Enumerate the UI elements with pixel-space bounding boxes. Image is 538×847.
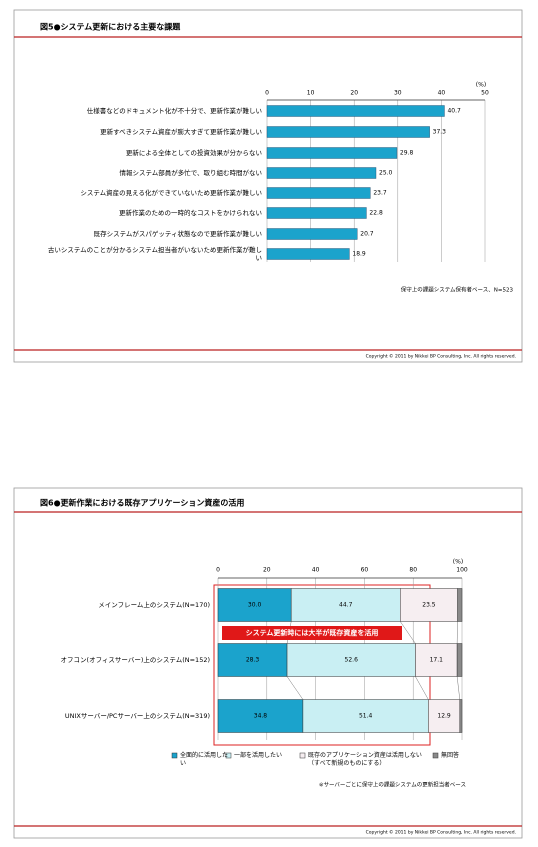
category-label: 更新作業のための一時的なコストをかけられない xyxy=(119,209,262,217)
legend-label: 既存のアプリケーション資産は活用しない（すべて新規のものにする） xyxy=(308,752,422,767)
connector-line xyxy=(415,676,429,700)
bar-segment xyxy=(302,699,429,733)
bar-segment xyxy=(217,643,288,677)
connector-line xyxy=(400,621,416,644)
annotation-box xyxy=(222,626,402,640)
chart-title: 図5●システム更新における主要な課題 xyxy=(40,22,181,32)
bar xyxy=(266,167,377,179)
x-tick-label: 40 xyxy=(438,90,446,97)
note: ※サーバーごとに保守上の課題システムの更新担当者ベース xyxy=(319,781,466,789)
value-label: 23.5 xyxy=(422,602,436,609)
bar-segment xyxy=(428,699,461,733)
value-label: 29.8 xyxy=(400,150,414,157)
x-tick-label: 20 xyxy=(350,90,358,97)
x-tick-label: 0 xyxy=(216,567,220,574)
value-label: 30.0 xyxy=(248,602,262,609)
copyright: Copyright © 2011 by Nikkei BP Consulting… xyxy=(366,353,516,360)
unit-label: (%) xyxy=(453,559,463,566)
x-tick-label: 50 xyxy=(481,90,489,97)
connector-line xyxy=(456,676,461,700)
bar xyxy=(266,147,398,159)
value-label: 28.3 xyxy=(246,657,260,664)
bar-segment xyxy=(456,643,463,677)
legend-label: 全面的に活用したい xyxy=(180,752,229,767)
chart-title: 図6●更新作業における既存アプリケーション資産の活用 xyxy=(40,498,244,508)
copyright: Copyright © 2011 by Nikkei BP Consulting… xyxy=(366,829,516,836)
category-label: 古いシステムのことが分かるシステム担当者がいないため更新作業が難しい xyxy=(47,246,262,262)
x-tick-label: 30 xyxy=(394,90,402,97)
x-tick-label: 10 xyxy=(307,90,315,97)
note: 保守上の課題システム保有者ベース、N=523 xyxy=(401,286,514,294)
x-tick-label: 80 xyxy=(409,567,417,574)
bar-segment xyxy=(290,588,401,622)
bar-segment xyxy=(217,588,292,622)
bar-segment xyxy=(217,699,304,733)
category-label: システム資産の見える化ができていないため更新作業が難しい xyxy=(80,189,262,197)
value-label: 25.0 xyxy=(379,170,393,177)
category-label: 更新による全体としての投資効果が分からない xyxy=(125,149,262,157)
value-label: 34.8 xyxy=(254,713,268,720)
bar xyxy=(266,228,358,240)
value-label: 12.9 xyxy=(437,713,451,720)
bar xyxy=(266,187,371,199)
legend-swatch xyxy=(299,752,306,759)
slide-frame xyxy=(13,487,523,839)
category-label: 仕様書などのドキュメント化が不十分で、更新作業が難しい xyxy=(86,107,262,115)
bar xyxy=(266,248,350,260)
legend-label: 一部を活用したい xyxy=(234,752,283,759)
value-label: 18.9 xyxy=(352,251,366,258)
legend-label: 無回答 xyxy=(441,752,460,759)
legend-swatch xyxy=(171,752,178,759)
bar-segment xyxy=(400,588,458,622)
bar-segment xyxy=(459,699,463,733)
connector-line xyxy=(286,676,304,700)
category-label: 既存システムがスパゲッティ状態なので更新作業が難しい xyxy=(93,230,262,238)
bar-segment xyxy=(415,643,458,677)
value-label: 51.4 xyxy=(359,713,373,720)
value-label: 20.7 xyxy=(360,231,374,238)
legend-swatch xyxy=(432,752,439,759)
x-tick-label: 20 xyxy=(263,567,271,574)
x-tick-label: 40 xyxy=(312,567,320,574)
value-label: 44.7 xyxy=(339,602,353,609)
x-tick-label: 100 xyxy=(456,567,468,574)
legend-swatch xyxy=(225,752,232,759)
value-label: 52.6 xyxy=(345,657,359,664)
value-label: 23.7 xyxy=(373,190,387,197)
bar xyxy=(266,126,430,138)
annotation: システム更新時には大半が既存資産を活用 xyxy=(246,628,379,637)
category-label: UNIXサーバー/PCサーバー上のシステム(N=319) xyxy=(64,712,210,720)
bar xyxy=(266,207,367,219)
value-label: 22.8 xyxy=(369,210,383,217)
x-tick-label: 60 xyxy=(361,567,369,574)
slide-frame xyxy=(13,9,523,363)
category-label: オフコン(オフィスサーバー)上のシステム(N=152) xyxy=(60,656,210,664)
x-tick-label: 0 xyxy=(265,90,269,97)
value-label: 17.1 xyxy=(430,657,444,664)
bar xyxy=(266,105,445,117)
bar-segment xyxy=(457,588,463,622)
category-label: 情報システム部員が多忙で、取り組む時間がない xyxy=(119,169,262,177)
category-label: 更新すべきシステム資産が膨大すぎて更新作業が難しい xyxy=(100,128,262,136)
value-label: 37.3 xyxy=(433,129,447,136)
value-label: 40.7 xyxy=(447,108,461,115)
category-label: メインフレーム上のシステム(N=170) xyxy=(98,601,210,609)
unit-label: (%) xyxy=(476,82,486,89)
